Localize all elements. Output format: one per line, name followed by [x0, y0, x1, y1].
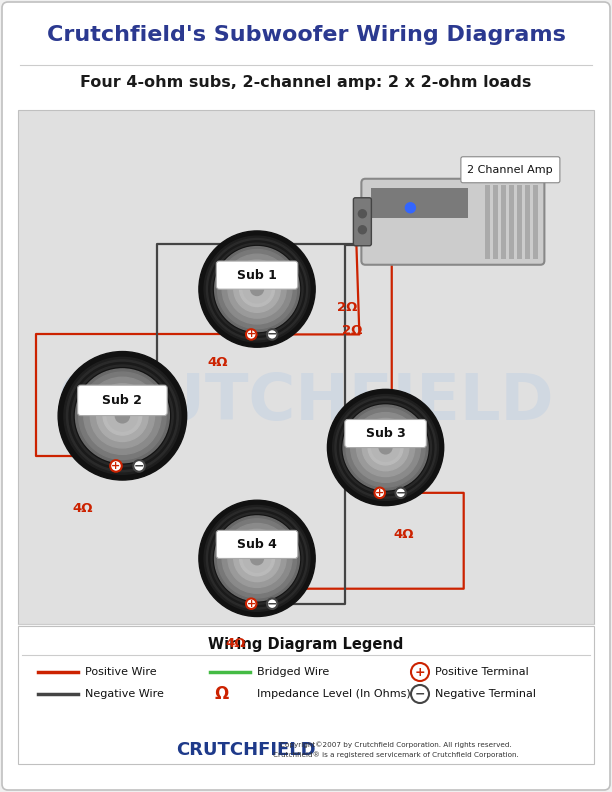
Circle shape: [72, 365, 173, 466]
Text: Crutchfield's Subwoofer Wiring Diagrams: Crutchfield's Subwoofer Wiring Diagrams: [47, 25, 565, 45]
Text: Negative Wire: Negative Wire: [85, 689, 164, 699]
Circle shape: [222, 524, 292, 593]
Text: Copyright©2007 by Crutchfield Corporation. All rights reserved.
Crutchfield® is : Copyright©2007 by Crutchfield Corporatio…: [273, 741, 519, 759]
Text: +: +: [247, 599, 256, 609]
Text: 4Ω: 4Ω: [394, 528, 414, 541]
Text: Bridged Wire: Bridged Wire: [257, 667, 329, 677]
Circle shape: [356, 418, 415, 477]
Text: 2Ω: 2Ω: [337, 301, 357, 314]
Text: +: +: [415, 665, 425, 679]
Circle shape: [327, 390, 444, 505]
Circle shape: [110, 403, 135, 428]
Circle shape: [214, 246, 300, 333]
Circle shape: [251, 283, 263, 295]
Text: Sub 3: Sub 3: [366, 427, 405, 440]
Circle shape: [371, 433, 400, 462]
Circle shape: [239, 541, 274, 576]
Circle shape: [246, 599, 256, 609]
Circle shape: [379, 440, 392, 455]
Text: Sub 1: Sub 1: [237, 268, 277, 282]
Circle shape: [211, 243, 303, 335]
FancyBboxPatch shape: [18, 626, 594, 764]
FancyBboxPatch shape: [509, 185, 514, 259]
Circle shape: [242, 275, 272, 303]
FancyBboxPatch shape: [461, 157, 560, 183]
Circle shape: [215, 516, 299, 601]
Text: Positive Wire: Positive Wire: [85, 667, 157, 677]
Circle shape: [214, 515, 300, 602]
Circle shape: [411, 663, 429, 681]
Text: Wiring Diagram Legend: Wiring Diagram Legend: [208, 637, 404, 652]
Circle shape: [69, 363, 176, 469]
Circle shape: [250, 282, 264, 296]
Circle shape: [75, 369, 170, 463]
Circle shape: [211, 512, 303, 604]
Circle shape: [242, 544, 272, 573]
Circle shape: [246, 329, 256, 340]
Circle shape: [91, 383, 154, 448]
Text: +: +: [111, 461, 121, 471]
FancyBboxPatch shape: [534, 185, 539, 259]
Circle shape: [411, 685, 429, 703]
Circle shape: [58, 352, 187, 480]
FancyBboxPatch shape: [501, 185, 506, 259]
Text: Sub 2: Sub 2: [102, 394, 143, 407]
Circle shape: [368, 430, 403, 465]
Circle shape: [234, 535, 280, 581]
Circle shape: [222, 254, 292, 324]
FancyBboxPatch shape: [345, 420, 427, 447]
Text: +: +: [247, 329, 256, 340]
Circle shape: [250, 551, 264, 565]
Circle shape: [106, 400, 138, 432]
Circle shape: [267, 599, 277, 609]
Text: −: −: [134, 459, 144, 472]
Circle shape: [359, 226, 367, 234]
Circle shape: [206, 508, 308, 609]
Circle shape: [405, 203, 416, 213]
Text: 4Ω: 4Ω: [72, 502, 93, 515]
Circle shape: [251, 552, 263, 565]
Text: Sub 4: Sub 4: [237, 538, 277, 551]
Circle shape: [395, 488, 406, 498]
Circle shape: [206, 238, 308, 340]
Circle shape: [239, 272, 274, 307]
Circle shape: [245, 277, 269, 301]
Circle shape: [114, 408, 130, 424]
Text: 4Ω: 4Ω: [207, 356, 228, 369]
Text: 2 Channel Amp: 2 Channel Amp: [467, 165, 553, 175]
Circle shape: [199, 501, 315, 616]
Circle shape: [359, 210, 367, 218]
Circle shape: [209, 510, 305, 607]
Circle shape: [215, 246, 299, 332]
Circle shape: [97, 390, 148, 441]
Text: −: −: [267, 597, 277, 610]
Circle shape: [374, 436, 397, 459]
Circle shape: [209, 241, 305, 337]
Text: 2Ω: 2Ω: [341, 324, 362, 337]
Text: Impedance Level (In Ohms): Impedance Level (In Ohms): [257, 689, 411, 699]
Circle shape: [379, 441, 392, 454]
Text: 4Ω: 4Ω: [225, 637, 246, 649]
FancyBboxPatch shape: [493, 185, 498, 259]
Circle shape: [228, 260, 286, 318]
Text: −: −: [395, 486, 406, 499]
Circle shape: [204, 236, 310, 342]
Circle shape: [217, 249, 297, 329]
FancyBboxPatch shape: [371, 188, 468, 218]
Text: Ω: Ω: [215, 685, 229, 703]
FancyBboxPatch shape: [18, 110, 594, 624]
FancyBboxPatch shape: [78, 385, 167, 416]
Text: +: +: [375, 488, 384, 498]
FancyBboxPatch shape: [525, 185, 531, 259]
Text: −: −: [267, 328, 277, 341]
Circle shape: [234, 266, 280, 312]
Circle shape: [337, 399, 434, 496]
Text: Negative Terminal: Negative Terminal: [435, 689, 536, 699]
Circle shape: [375, 488, 385, 498]
Text: CRUTCHFIELD: CRUTCHFIELD: [58, 371, 554, 433]
FancyBboxPatch shape: [216, 531, 298, 558]
Circle shape: [343, 405, 428, 490]
Text: CRUTCHFIELD: CRUTCHFIELD: [176, 741, 316, 759]
FancyBboxPatch shape: [361, 179, 545, 265]
